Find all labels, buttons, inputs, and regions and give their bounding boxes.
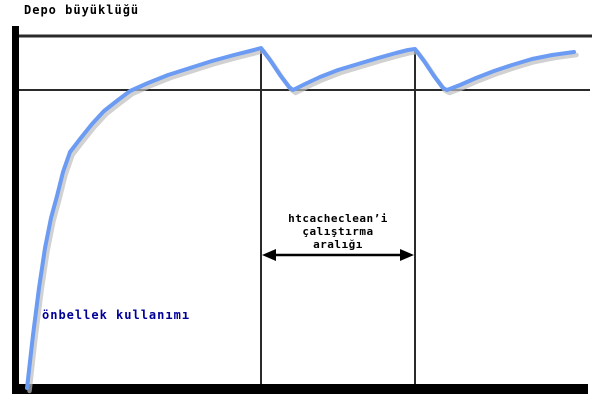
cache-usage-curve [25, 46, 576, 390]
chart-title: Depo büyüklüğü [24, 3, 140, 17]
interval-arrow-head-left [262, 249, 276, 261]
interval-label-line3: aralığı [313, 238, 363, 251]
interval-label-line2: çalıştırma [302, 225, 374, 238]
interval-label-line1: htcacheclean’i [288, 212, 388, 225]
interval-label: htcacheclean’i çalıştırma aralığı [261, 212, 415, 251]
interval-arrow-head-right [400, 249, 414, 261]
x-axis [12, 384, 588, 394]
cache-usage-label: önbellek kullanımı [42, 308, 191, 322]
y-axis [12, 26, 19, 394]
